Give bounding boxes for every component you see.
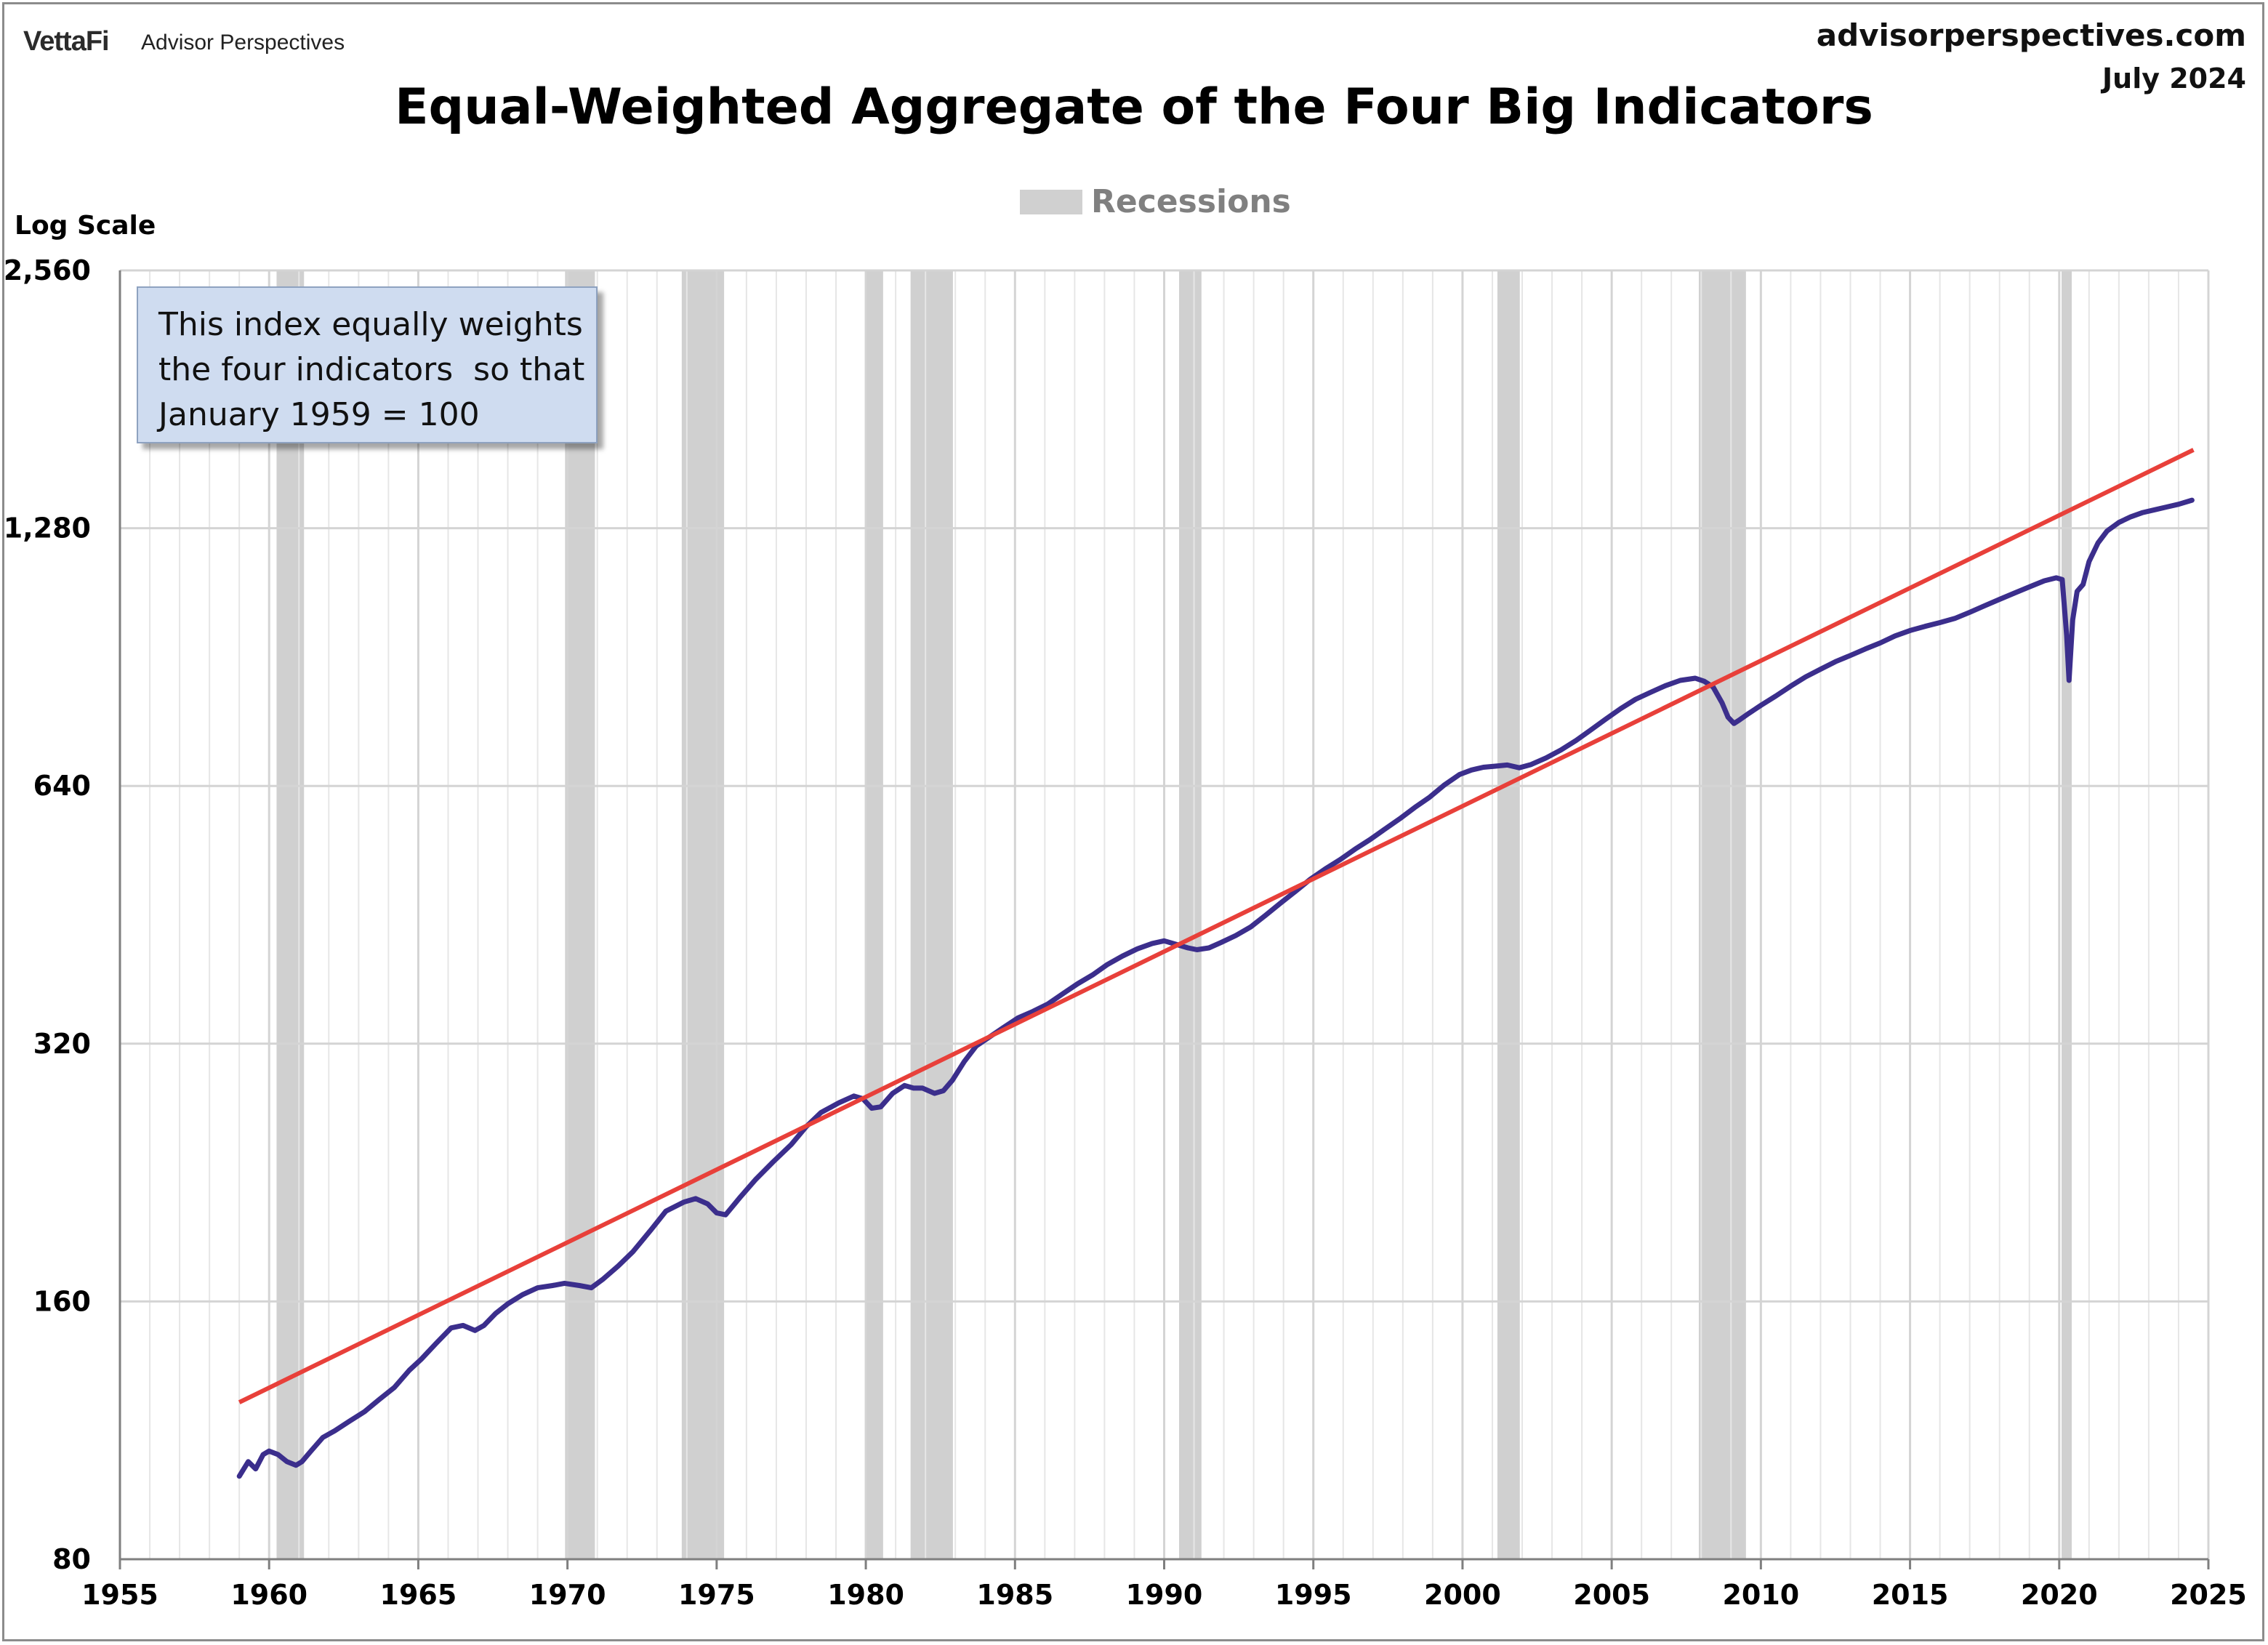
x-tick-label: 2025 [2170,1579,2247,1611]
annotation-line-1: This index equally weights [158,306,583,343]
recession-band-1 [565,270,595,1559]
y-tick-label: 80 [52,1543,91,1575]
x-tick-label: 1965 [380,1579,457,1611]
x-tick-label: 1960 [230,1579,307,1611]
recession-band-3 [866,270,883,1559]
annotation-line-3: January 1959 = 100 [158,396,480,433]
x-tick-label: 1995 [1275,1579,1352,1611]
vettafi-logo: VettaFi [23,26,110,57]
trend-line [238,448,2195,1404]
x-tick-label: 1990 [1126,1579,1203,1611]
x-tick-label: 2005 [1573,1579,1650,1611]
y-tick-label: 640 [33,770,91,802]
x-tick-label: 2010 [1722,1579,1799,1611]
recession-band-0 [276,270,305,1559]
legend: Recessions [1020,183,1291,220]
x-tick-label: 1980 [827,1579,904,1611]
advisor-perspectives-logo: Advisor Perspectives [141,31,345,55]
x-tick-label: 1970 [529,1579,606,1611]
legend-swatch-recessions [1020,189,1082,214]
aggregate-index-line [236,497,2195,1479]
y-tick-label: 2,560 [4,254,91,286]
recession-band-5 [1179,270,1202,1559]
x-tick-label: 2020 [2021,1579,2098,1611]
chart-title: Equal-Weighted Aggregate of the Four Big… [395,79,1873,136]
y-tick-label: 160 [33,1285,91,1317]
recession-band-2 [681,270,725,1559]
legend-label-recessions: Recessions [1091,183,1291,220]
recession-band-4 [910,270,953,1559]
y-tick-label: 320 [33,1028,91,1060]
y-tick-label: 1,280 [4,512,91,544]
x-tick-label: 2015 [1872,1579,1949,1611]
recession-band-7 [1698,270,1746,1559]
x-tick-label: 1985 [976,1579,1053,1611]
x-tick-label: 1975 [678,1579,755,1611]
recession-band-8 [2062,270,2072,1559]
publication-date: July 2024 [2102,63,2246,94]
annotation-box: This index equally weights the four indi… [137,286,598,443]
recession-band-6 [1497,270,1520,1559]
annotation-line-2: the four indicators so that [158,351,585,388]
x-tick-label: 2000 [1424,1579,1501,1611]
x-tick-label: 1955 [81,1579,158,1611]
site-url: advisorperspectives.com [1816,17,2246,53]
y-axis-label: Log Scale [15,211,156,241]
